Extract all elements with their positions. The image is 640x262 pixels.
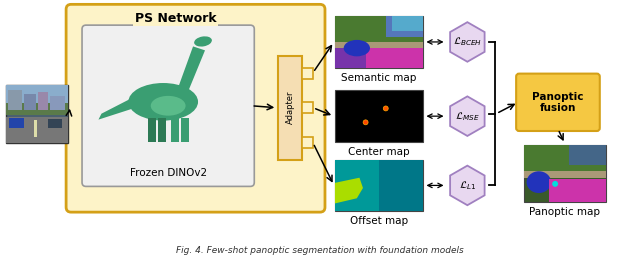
Bar — [10, 118, 24, 128]
Bar — [158, 118, 166, 142]
Bar — [524, 171, 605, 178]
Text: PS Network: PS Network — [135, 12, 216, 25]
Text: Semantic map: Semantic map — [341, 73, 417, 83]
Text: Fig. 4. Few-shot panoptic segmentation with foundation models: Fig. 4. Few-shot panoptic segmentation w… — [176, 246, 464, 255]
Bar — [24, 94, 36, 110]
Polygon shape — [99, 99, 135, 120]
Bar — [181, 118, 189, 142]
Bar — [365, 47, 422, 68]
Circle shape — [363, 120, 368, 125]
Polygon shape — [450, 96, 484, 136]
Bar — [8, 90, 22, 110]
Bar — [335, 16, 422, 68]
FancyBboxPatch shape — [516, 74, 600, 131]
Bar — [171, 118, 179, 142]
Polygon shape — [450, 166, 484, 205]
Ellipse shape — [527, 171, 551, 193]
Bar — [302, 102, 313, 113]
Bar — [335, 42, 365, 68]
Text: Panoptic map: Panoptic map — [529, 207, 600, 217]
Bar — [569, 145, 605, 165]
Bar — [38, 92, 48, 110]
Bar — [148, 118, 156, 142]
Bar — [335, 160, 422, 211]
Ellipse shape — [344, 40, 370, 56]
Circle shape — [383, 106, 388, 111]
Ellipse shape — [151, 96, 186, 116]
Bar — [6, 117, 68, 143]
Ellipse shape — [194, 36, 212, 47]
Text: Panoptic
fusion: Panoptic fusion — [532, 91, 584, 113]
Text: $\mathcal{L}_{BCEH}$: $\mathcal{L}_{BCEH}$ — [452, 36, 482, 48]
FancyBboxPatch shape — [66, 4, 325, 212]
FancyBboxPatch shape — [82, 25, 254, 186]
Text: Frozen DINOv2: Frozen DINOv2 — [129, 168, 207, 178]
Bar — [302, 68, 313, 79]
Bar — [548, 179, 605, 202]
Circle shape — [552, 181, 558, 187]
Bar — [6, 85, 68, 110]
Bar — [524, 145, 605, 202]
Text: Adapter: Adapter — [285, 91, 294, 124]
Bar — [386, 16, 422, 37]
Polygon shape — [335, 178, 363, 203]
FancyBboxPatch shape — [6, 85, 68, 143]
Bar — [335, 42, 422, 48]
Bar — [335, 90, 422, 142]
Ellipse shape — [129, 83, 198, 121]
Bar — [50, 96, 65, 110]
Text: $\mathcal{L}_{MSE}$: $\mathcal{L}_{MSE}$ — [455, 110, 480, 123]
Bar — [524, 145, 605, 176]
Bar — [6, 103, 68, 115]
Bar — [335, 16, 422, 45]
Polygon shape — [175, 46, 205, 99]
Bar — [302, 137, 313, 148]
Bar — [335, 160, 422, 211]
Bar — [34, 120, 37, 137]
Text: Center map: Center map — [348, 147, 410, 157]
FancyBboxPatch shape — [278, 56, 302, 160]
Bar — [379, 160, 422, 211]
Text: Offset map: Offset map — [349, 216, 408, 226]
Text: $\mathcal{L}_{L1}$: $\mathcal{L}_{L1}$ — [459, 179, 476, 192]
Polygon shape — [450, 22, 484, 62]
Bar — [392, 16, 422, 31]
Bar — [48, 119, 62, 128]
